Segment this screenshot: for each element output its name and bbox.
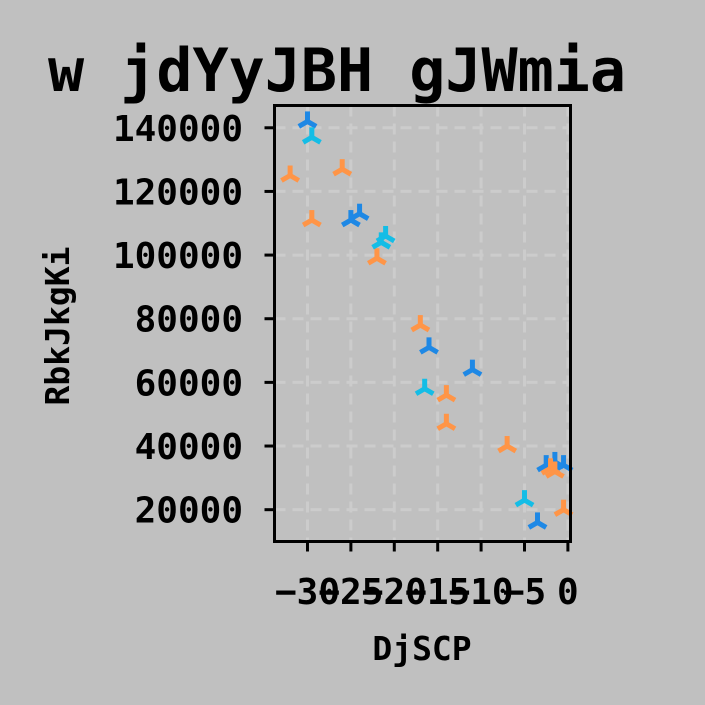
- scatter-point: [497, 436, 518, 454]
- x-axis-ticks: −30−25−20−15−10−5 0: [275, 541, 579, 613]
- data-points: [280, 111, 574, 530]
- y-tick-label: 60000: [135, 363, 243, 404]
- x-tick-label: −5: [503, 572, 546, 613]
- y-tick-label: 120000: [113, 172, 243, 213]
- scatter-point: [544, 461, 565, 479]
- x-axis-label: DjSCP: [372, 629, 471, 668]
- scatter-point: [436, 413, 457, 431]
- scatter-point: [410, 315, 431, 333]
- y-tick-label: 40000: [135, 427, 243, 468]
- scatter-point: [419, 337, 439, 355]
- scatter-point: [436, 385, 457, 403]
- scatter-point: [301, 210, 322, 228]
- y-axis-ticks: 20000 40000 60000 80000 100000 120000 140000: [113, 109, 275, 532]
- y-axis-label: RbkJkgKi: [38, 247, 77, 406]
- scatter-point: [301, 127, 322, 145]
- scatter-point: [340, 210, 361, 228]
- x-tick-label: −30: [275, 572, 340, 613]
- x-tick-label: −10: [449, 572, 514, 613]
- y-tick-label: 20000: [135, 491, 243, 532]
- scatter-point: [414, 378, 435, 396]
- plot-frame: [273, 104, 572, 543]
- scatter-point: [297, 111, 318, 129]
- scatter-point: [371, 232, 392, 250]
- y-tick-label: 80000: [135, 300, 243, 341]
- y-tick-label: 100000: [113, 236, 243, 277]
- scatter-point: [514, 490, 535, 508]
- chart-title: w jdYyJBH gJWmia: [48, 36, 626, 106]
- x-tick-label: −20: [362, 572, 427, 613]
- y-tick-label: 140000: [113, 109, 243, 150]
- scatter-point: [462, 359, 483, 377]
- grid-lines: [274, 105, 571, 542]
- scatter-point: [280, 165, 301, 183]
- scatter-point: [367, 248, 387, 266]
- x-tick-label: −15: [405, 572, 470, 613]
- scatter-point: [332, 159, 353, 177]
- scatter-point: [527, 512, 548, 530]
- x-tick-label: 0: [557, 572, 579, 613]
- scatter-point: [349, 203, 370, 221]
- x-tick-label: −25: [318, 572, 383, 613]
